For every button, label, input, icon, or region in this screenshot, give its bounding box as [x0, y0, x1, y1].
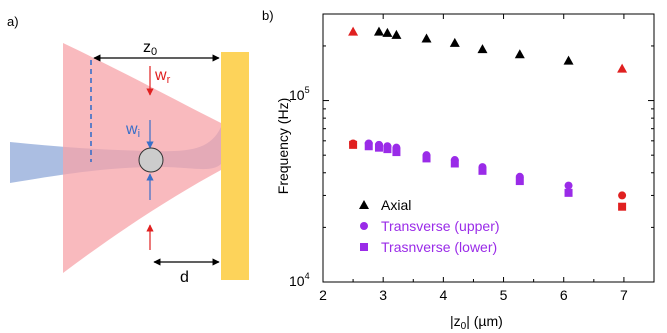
data-point-triangle: [477, 44, 487, 53]
data-point-triangle: [450, 38, 460, 47]
data-point-square: [516, 177, 524, 185]
data-point-square: [375, 144, 383, 152]
wr-label: wr: [154, 67, 171, 86]
data-point-triangle: [391, 30, 401, 39]
panel-a: a) z0 wr wi d: [7, 14, 249, 286]
data-markers: [348, 27, 627, 211]
x-axis-ticks: 2 3 4 5 6 7: [319, 14, 628, 303]
data-point-triangle: [564, 56, 574, 65]
x-tick-label: 5: [500, 287, 508, 303]
x-tick-label: 6: [560, 287, 568, 303]
data-point-triangle: [422, 33, 432, 42]
data-point-square: [423, 154, 431, 162]
legend-label-transverse-lower: Trasnverse (lower): [381, 239, 497, 255]
d-label: d: [180, 269, 189, 286]
data-point-triangle: [374, 27, 384, 36]
legend: Axial Transverse (upper) Trasnverse (low…: [359, 197, 500, 255]
data-point-square: [365, 142, 373, 150]
x-tick-label: 3: [379, 287, 387, 303]
nanoparticle-sphere: [139, 148, 163, 172]
x-tick-label: 4: [439, 287, 447, 303]
x-tick-label: 7: [620, 287, 628, 303]
data-point-circle: [618, 191, 626, 199]
panel-a-label: a): [7, 14, 19, 29]
legend-marker-transverse-lower: [360, 243, 368, 251]
data-point-square: [383, 145, 391, 153]
data-point-square: [565, 189, 573, 197]
data-point-circle: [565, 182, 573, 190]
legend-label-axial: Axial: [381, 197, 411, 213]
legend-marker-transverse-upper: [360, 222, 368, 230]
data-point-triangle: [617, 64, 627, 73]
x-tick-label: 2: [319, 287, 327, 303]
y-tick-label-1e5: 105: [289, 85, 310, 103]
z0-label: z0: [143, 39, 157, 58]
data-point-triangle: [515, 49, 525, 58]
data-point-square: [451, 159, 459, 167]
data-point-triangle: [348, 27, 358, 36]
data-point-square: [392, 148, 400, 156]
legend-label-transverse-upper: Transverse (upper): [381, 218, 500, 234]
mirror: [221, 52, 249, 280]
data-point-square: [349, 141, 357, 149]
data-point-triangle: [382, 28, 392, 37]
data-point-square: [478, 167, 486, 175]
panel-b-label: b): [262, 8, 274, 23]
panel-b: b) 2 3 4 5 6 7 104 105 Frequency (Hz) |z0| (µ…: [262, 8, 654, 332]
legend-marker-axial: [359, 200, 369, 209]
y-axis-title: Frequency (Hz): [275, 98, 291, 194]
data-point-square: [618, 203, 626, 211]
y-tick-label-1e4: 104: [289, 271, 310, 289]
x-axis-title: |z0| (µm): [450, 313, 503, 332]
